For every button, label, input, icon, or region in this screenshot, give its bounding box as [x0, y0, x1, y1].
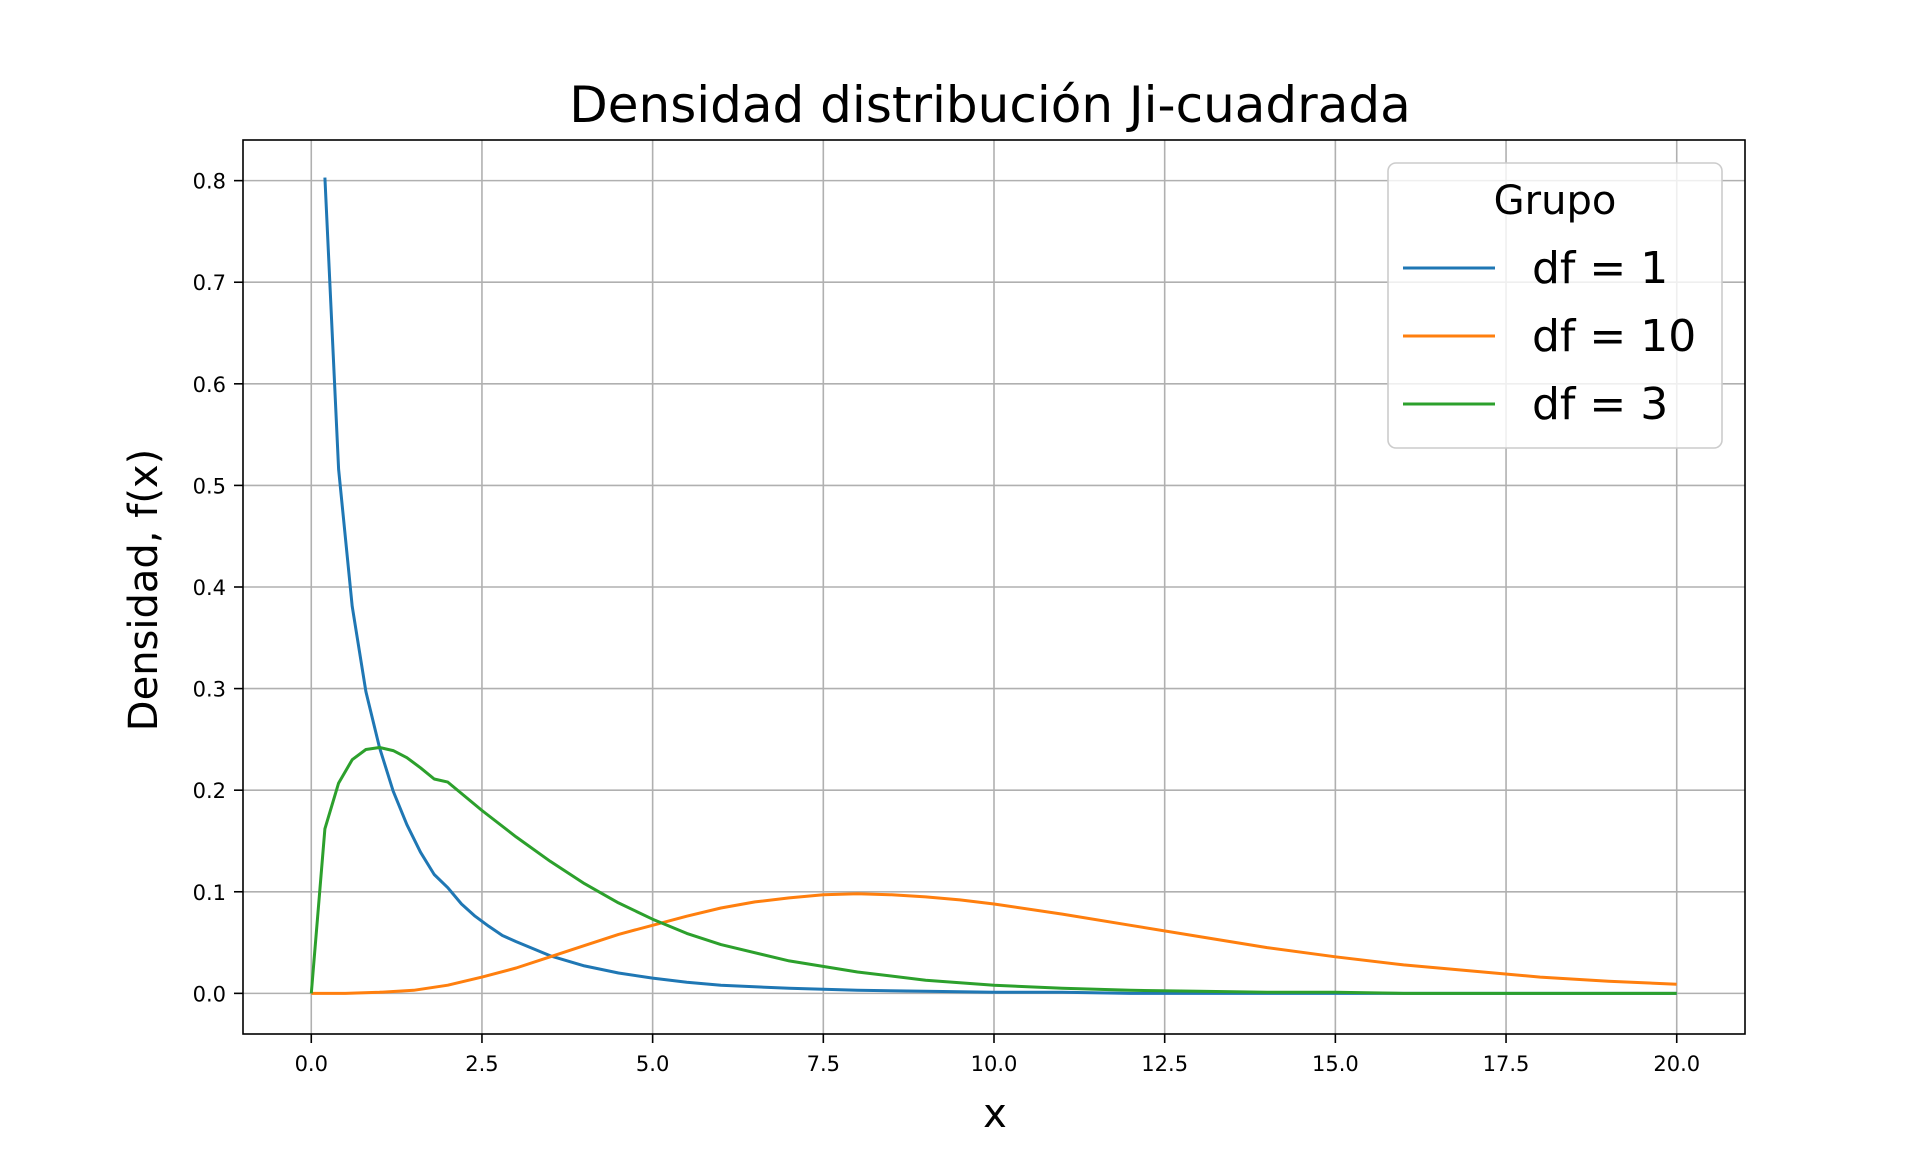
ticks: 0.0 2.5 5.0 7.5 10.0 12.5 15.0 17.5 20.0 0.0 0.1 0.… — [193, 170, 1701, 1076]
x-tick-label: 10.0 — [971, 1052, 1018, 1076]
legend-entries: df = 1 df = 10 df = 3 — [1403, 243, 1696, 430]
legend-box — [1387, 162, 1723, 449]
y-axis-label: Densidad, f(x) — [121, 449, 167, 731]
legend-entry-label: df = 3 — [1532, 379, 1668, 430]
legend-entry-label: df = 1 — [1532, 243, 1668, 294]
x-tick-label: 7.5 — [807, 1052, 840, 1076]
x-tick-label: 17.5 — [1483, 1052, 1530, 1076]
series-line-df-10 — [311, 892, 1677, 995]
series-line-df-3 — [309, 746, 1677, 995]
series-lines — [309, 177, 1677, 995]
y-tick-label: 0.4 — [193, 576, 226, 600]
x-tick-label: 15.0 — [1312, 1052, 1359, 1076]
x-tick-label: 20.0 — [1653, 1052, 1700, 1076]
y-tick-label: 0.1 — [193, 881, 226, 905]
chart-title: Densidad distribución Ji-cuadrada — [569, 76, 1410, 134]
y-tick-label: 0.7 — [193, 271, 226, 295]
y-tick-label: 0.3 — [193, 678, 226, 702]
y-tick-label: 0.8 — [193, 170, 226, 194]
x-tick-label: 12.5 — [1141, 1052, 1188, 1076]
x-axis-label: x — [983, 1091, 1007, 1137]
x-tick-label: 2.5 — [465, 1052, 498, 1076]
legend-title: Grupo — [1494, 178, 1617, 224]
x-tick-label: 0.0 — [295, 1052, 328, 1076]
y-tick-label: 0.2 — [193, 779, 226, 803]
legend-entry-label: df = 10 — [1532, 311, 1696, 362]
y-tick-label: 0.5 — [193, 474, 226, 498]
x-tick-label: 5.0 — [636, 1052, 669, 1076]
legend: Grupo df = 1 df = 10 df = 3 — [1387, 162, 1723, 449]
y-tick-label: 0.0 — [193, 982, 226, 1006]
y-tick-label: 0.6 — [193, 373, 226, 397]
